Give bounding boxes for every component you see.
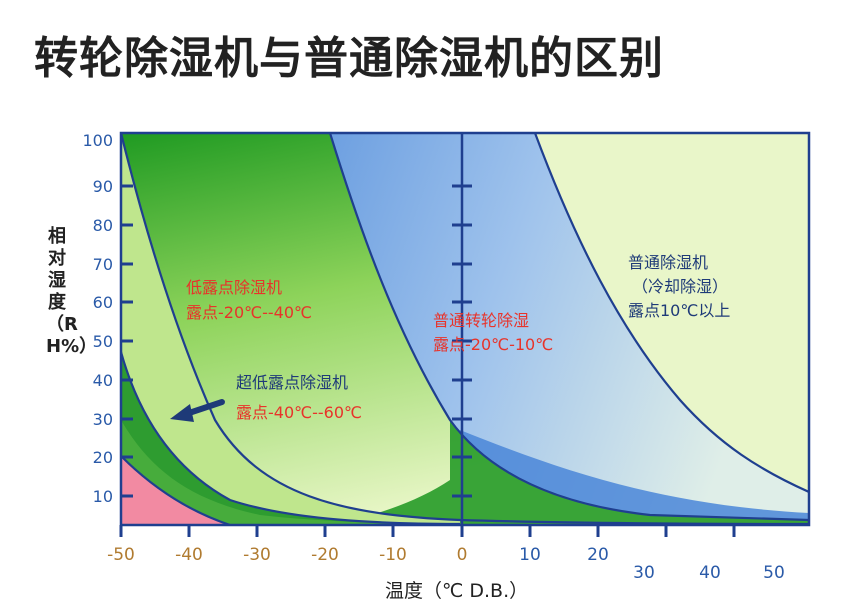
y-tick-labels: 100 90 80 70 60 50 40 30 20 10 <box>82 131 113 506</box>
desiccant-name: 普通转轮除湿 <box>433 311 529 330</box>
x-tick-label: 50 <box>763 563 785 583</box>
y-tick-label: 50 <box>93 332 113 351</box>
x-tick-label: 20 <box>587 545 609 565</box>
x-tick-label: -40 <box>175 545 203 565</box>
ordinary-name: 普通除湿机 <box>628 253 708 272</box>
y-tick-label: 70 <box>93 255 113 274</box>
x-tick-label: 30 <box>633 563 655 583</box>
y-axis-label: 相对湿度（RH%） <box>46 226 98 357</box>
x-tick-label: -20 <box>311 545 339 565</box>
y-tick-label: 40 <box>93 371 113 390</box>
light-green-zone <box>121 133 460 525</box>
ultra-low-dew-range: 露点-40℃--60℃ <box>236 403 362 422</box>
low-dew-zone <box>121 133 809 525</box>
y-tick-label: 10 <box>93 487 113 506</box>
y-tick-label: 60 <box>93 293 113 312</box>
x-tick-labels: -50 -40 -30 -20 -10 0 10 20 30 40 50 <box>107 545 785 583</box>
low-dew-name: 低露点除湿机 <box>186 278 282 297</box>
y-tick-label: 20 <box>93 448 113 467</box>
desiccant-range: 露点-20℃-10℃ <box>433 335 553 354</box>
x-axis-label: 温度（℃ D.B.） <box>385 580 529 602</box>
x-tick-label: 0 <box>457 545 468 565</box>
x-tick-label: -10 <box>379 545 407 565</box>
region-labels: 低露点除湿机 露点-20℃--40℃ 超低露点除湿机 露点-40℃--60℃ 普… <box>186 253 730 422</box>
y-tick-label: 100 <box>82 131 113 150</box>
y-tick-label: 80 <box>93 216 113 235</box>
x-tick-marks <box>119 525 736 537</box>
ordinary-sub: （冷却除湿） <box>632 277 728 296</box>
y-tick-marks <box>121 184 472 498</box>
x-tick-label: -30 <box>243 545 271 565</box>
pointer-arrow-icon <box>170 399 225 422</box>
ultra-low-dew-name: 超低露点除湿机 <box>236 373 348 392</box>
page-title: 转轮除湿机与普通除湿机的区别 <box>34 33 664 84</box>
plot-frame <box>119 131 811 527</box>
green-band <box>330 420 809 525</box>
inner-light-band <box>121 420 460 525</box>
y-tick-label: 90 <box>93 177 113 196</box>
x-tick-label: -50 <box>107 545 135 565</box>
x-tick-label: 10 <box>519 545 541 565</box>
boundary-curves <box>121 133 809 525</box>
pink-zone <box>121 456 230 525</box>
y-tick-label: 30 <box>93 410 113 429</box>
ordinary-range: 露点10℃以上 <box>628 301 730 320</box>
x-tick-label: 40 <box>699 563 721 583</box>
plot-area <box>121 133 809 525</box>
low-dew-range: 露点-20℃--40℃ <box>186 303 312 322</box>
